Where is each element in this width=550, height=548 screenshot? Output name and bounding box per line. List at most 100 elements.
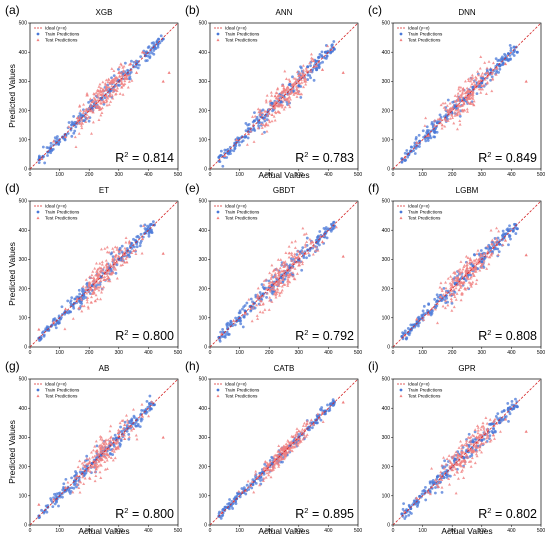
test-point <box>106 447 110 451</box>
test-point <box>461 275 465 278</box>
test-point <box>99 450 103 453</box>
x-tick-label: 0 <box>209 528 212 534</box>
train-point <box>64 133 68 137</box>
test-point <box>294 84 298 88</box>
train-point <box>225 324 229 328</box>
test-point <box>472 80 476 84</box>
test-point <box>283 97 287 101</box>
test-point <box>486 70 490 74</box>
test-point <box>80 309 84 313</box>
test-point <box>277 465 281 468</box>
test-point <box>496 253 500 256</box>
test-point <box>95 464 99 468</box>
test-point <box>85 91 89 95</box>
train-point <box>73 120 77 124</box>
panel-title: DNN <box>458 8 476 17</box>
train-point <box>257 124 261 128</box>
test-point <box>459 85 463 89</box>
r2-annotation: R2 = 0.895 <box>295 506 354 521</box>
train-point <box>67 311 70 315</box>
test-point <box>460 108 464 112</box>
test-point <box>461 90 465 94</box>
test-point <box>134 433 138 437</box>
train-point <box>435 121 439 125</box>
x-tick-label: 300 <box>295 172 304 178</box>
train-point <box>227 332 231 336</box>
test-point <box>457 85 461 89</box>
train-point <box>64 477 68 481</box>
y-tick-label: 400 <box>19 228 28 234</box>
test-point <box>304 66 308 70</box>
train-point <box>220 514 224 518</box>
train-point <box>219 149 223 153</box>
test-point <box>470 456 474 460</box>
test-point <box>484 436 488 440</box>
x-tick-label: 300 <box>115 528 124 534</box>
test-point <box>111 247 115 250</box>
test-point <box>84 115 88 118</box>
train-point <box>228 501 231 505</box>
test-point <box>98 284 102 288</box>
test-point <box>90 292 94 296</box>
test-point <box>279 290 283 294</box>
train-point <box>462 98 466 102</box>
y-tick-label: 0 <box>387 345 390 351</box>
test-point <box>276 268 280 272</box>
train-point <box>317 65 321 69</box>
test-point <box>121 426 125 430</box>
test-point <box>465 98 469 101</box>
x-tick-label: 200 <box>448 528 457 534</box>
train-point <box>435 475 439 479</box>
train-point <box>496 412 500 416</box>
test-point <box>105 458 109 462</box>
test-point <box>91 110 95 114</box>
test-point <box>78 122 82 125</box>
x-tick-label: 300 <box>478 528 487 534</box>
test-point <box>465 260 469 264</box>
test-point <box>283 260 287 263</box>
test-point <box>294 77 298 80</box>
legend-train-swatch <box>216 388 220 392</box>
train-point <box>148 56 152 60</box>
test-point <box>271 285 275 289</box>
legend-entry: Ideal (y=x) <box>408 382 430 387</box>
train-point <box>322 226 326 230</box>
test-point <box>274 103 278 107</box>
r2-annotation: R2 = 0.808 <box>478 328 537 343</box>
test-point <box>304 424 308 427</box>
test-point <box>255 295 259 299</box>
test-point <box>435 483 439 487</box>
train-point <box>422 304 426 308</box>
test-point <box>283 105 287 109</box>
train-point <box>424 485 427 489</box>
train-point <box>508 43 512 47</box>
test-point <box>465 270 469 273</box>
train-point <box>263 462 267 466</box>
train-point <box>401 331 404 335</box>
test-point <box>97 85 101 88</box>
test-point <box>303 245 307 248</box>
test-point <box>447 482 451 486</box>
train-point <box>409 149 413 153</box>
test-point <box>460 92 464 95</box>
test-point <box>433 123 437 127</box>
test-point <box>99 89 103 93</box>
train-point <box>324 226 328 229</box>
test-point <box>272 459 276 463</box>
train-point <box>512 54 516 57</box>
train-point <box>45 146 49 149</box>
test-point <box>260 126 264 129</box>
test-point <box>312 59 316 63</box>
train-point <box>139 55 143 59</box>
test-point <box>297 429 301 433</box>
test-point <box>470 73 474 77</box>
test-point <box>293 254 297 258</box>
train-point <box>331 227 335 231</box>
legend-entry: Test Predictions <box>225 394 258 399</box>
train-point <box>243 313 246 317</box>
test-point <box>487 262 491 266</box>
test-point <box>109 435 113 439</box>
test-point <box>463 443 467 447</box>
test-point <box>479 55 483 58</box>
